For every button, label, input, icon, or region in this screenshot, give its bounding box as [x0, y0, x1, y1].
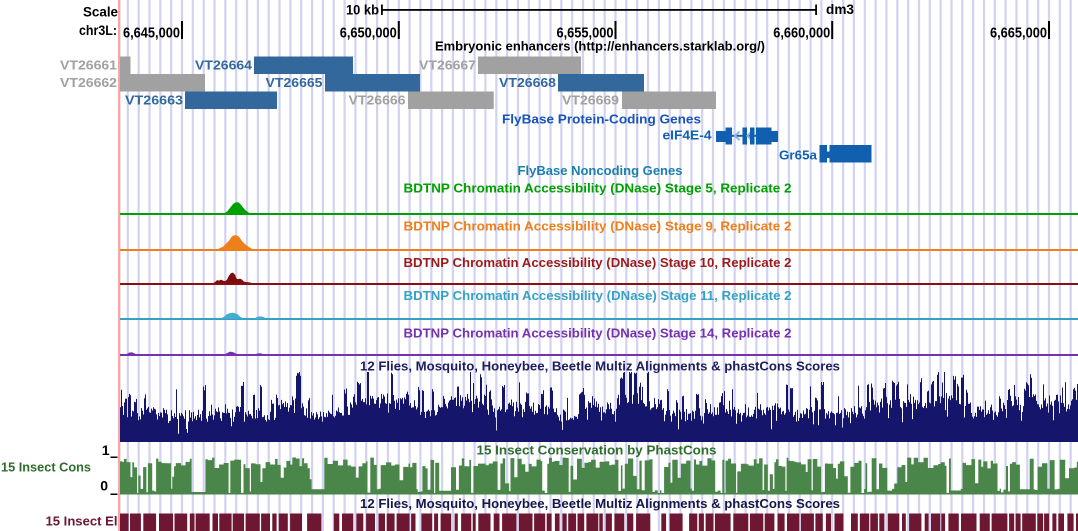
svg-text:Scale: Scale — [83, 4, 118, 20]
svg-text:VT26668: VT26668 — [499, 75, 556, 90]
svg-text:Embryonic enhancers (http://en: Embryonic enhancers (http://enhancers.st… — [435, 39, 765, 54]
svg-text:0: 0 — [100, 478, 108, 494]
svg-text:VT26664: VT26664 — [195, 58, 253, 73]
svg-text:VT26665: VT26665 — [266, 75, 323, 90]
svg-text:VT26663: VT26663 — [125, 93, 183, 108]
svg-text:15 Insect El: 15 Insect El — [46, 514, 118, 529]
svg-text:VT26666: VT26666 — [349, 93, 406, 108]
svg-text:FlyBase Protein-Coding Genes: FlyBase Protein-Coding Genes — [502, 112, 701, 127]
svg-text:VT26661: VT26661 — [60, 58, 117, 73]
svg-text:BDTNP Chromatin Accessibility: BDTNP Chromatin Accessibility (DNase) St… — [404, 288, 792, 303]
svg-text:1: 1 — [102, 442, 110, 458]
svg-text:FlyBase Noncoding Genes: FlyBase Noncoding Genes — [518, 163, 683, 178]
svg-text:15 Insect Conservation by Phas: 15 Insect Conservation by PhastCons — [477, 443, 717, 458]
svg-text:6,660,000: 6,660,000 — [773, 25, 830, 42]
svg-text:BDTNP Chromatin Accessibility: BDTNP Chromatin Accessibility (DNase) St… — [404, 219, 792, 234]
svg-text:BDTNP Chromatin Accessibility: BDTNP Chromatin Accessibility (DNase) St… — [404, 326, 792, 341]
svg-text:12 Flies, Mosquito, Honeybee,: 12 Flies, Mosquito, Honeybee, Beetle Mul… — [360, 496, 840, 511]
svg-text:VT26662: VT26662 — [60, 75, 117, 90]
svg-text:BDTNP Chromatin Accessibility: BDTNP Chromatin Accessibility (DNase) St… — [404, 255, 792, 270]
svg-text:12 Flies, Mosquito, Honeybee,: 12 Flies, Mosquito, Honeybee, Beetle Mul… — [360, 359, 840, 374]
svg-text:VT26667: VT26667 — [419, 58, 476, 73]
svg-text:eIF4E-4: eIF4E-4 — [663, 128, 713, 143]
svg-text:BDTNP Chromatin Accessibility: BDTNP Chromatin Accessibility (DNase) St… — [404, 181, 792, 196]
svg-text:chr3L:: chr3L: — [79, 22, 117, 38]
svg-text:dm3: dm3 — [826, 1, 854, 17]
svg-text:6,655,000: 6,655,000 — [557, 25, 614, 42]
svg-text:Gr65a: Gr65a — [779, 148, 818, 163]
svg-text:6,650,000: 6,650,000 — [340, 25, 397, 42]
svg-text:15 Insect Cons: 15 Insect Cons — [1, 460, 91, 475]
svg-text:6,665,000: 6,665,000 — [990, 25, 1047, 42]
svg-text:10 kb: 10 kb — [346, 2, 379, 18]
svg-text:6,645,000: 6,645,000 — [123, 25, 180, 42]
svg-text:VT26669: VT26669 — [562, 93, 619, 108]
